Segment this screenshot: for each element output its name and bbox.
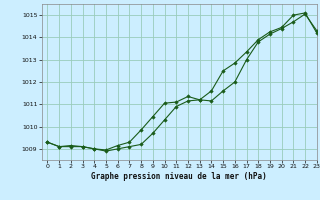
- X-axis label: Graphe pression niveau de la mer (hPa): Graphe pression niveau de la mer (hPa): [91, 172, 267, 181]
